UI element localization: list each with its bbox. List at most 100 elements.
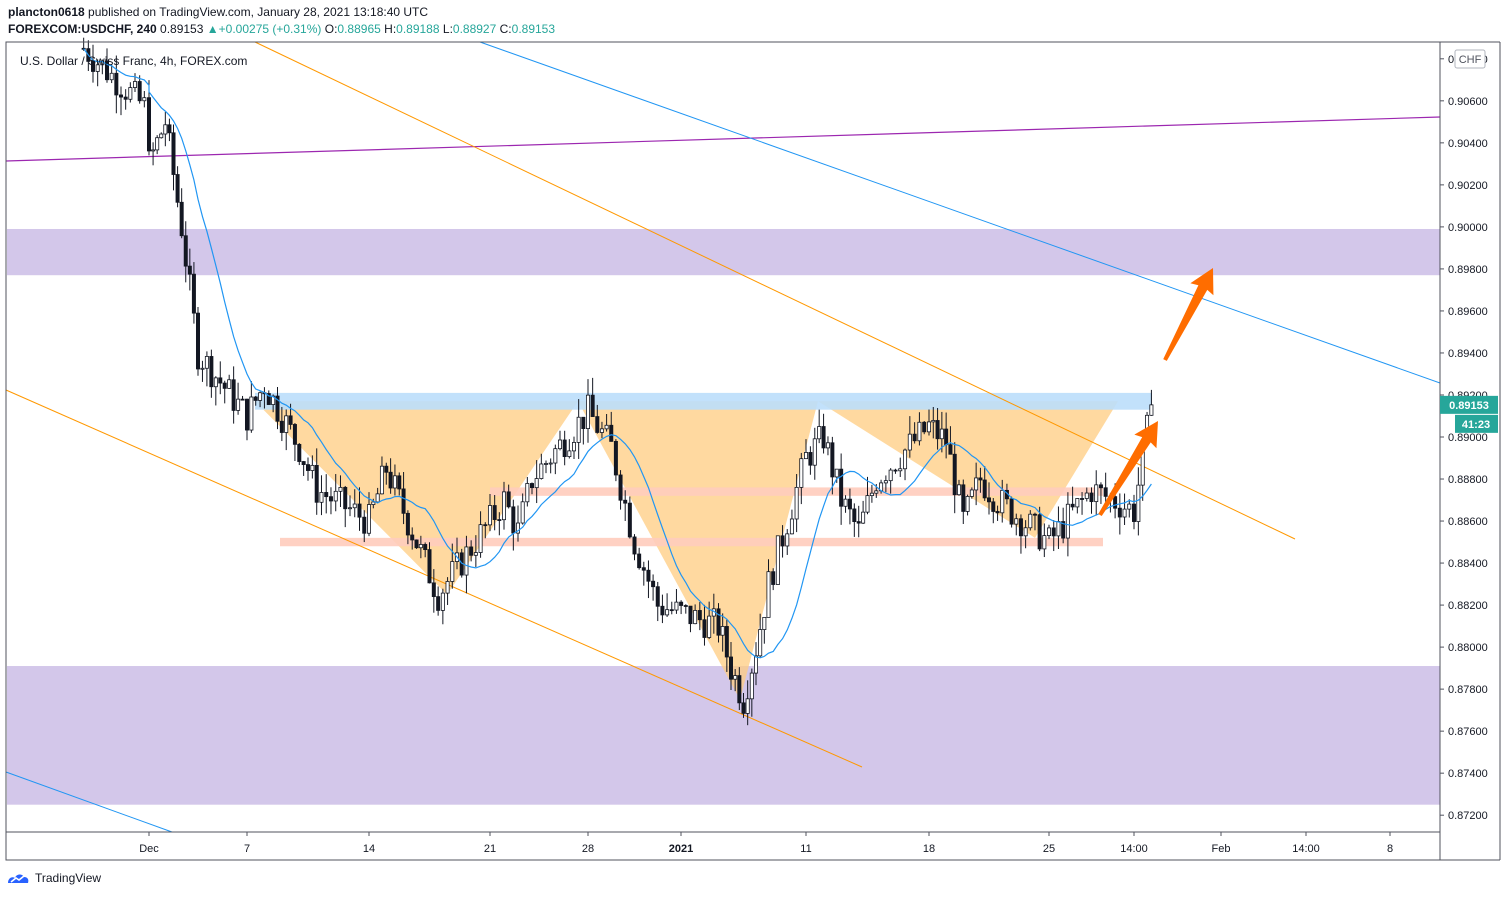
time-tick-label: 25: [1043, 843, 1055, 855]
candle: [1080, 492, 1085, 515]
candle: [771, 568, 776, 591]
candle: [445, 577, 450, 605]
time-tick-label: 18: [923, 843, 935, 855]
candle: [520, 493, 525, 525]
candle-body: [137, 81, 142, 102]
candle: [618, 470, 623, 510]
candle-body: [595, 416, 600, 433]
candle: [1032, 512, 1037, 531]
candle-body: [1113, 496, 1118, 509]
candle-body: [888, 469, 893, 482]
candle-body: [401, 488, 406, 514]
candle-body: [825, 442, 830, 449]
candle-body: [445, 581, 450, 594]
candle-body: [553, 448, 558, 464]
candle: [974, 462, 979, 506]
candle: [142, 91, 147, 108]
candle-body: [935, 420, 940, 440]
arrow-shape: [1163, 267, 1214, 361]
candle: [697, 602, 702, 631]
candle: [599, 421, 604, 439]
candle: [922, 421, 927, 435]
candle-body: [674, 601, 679, 611]
candle-body: [613, 441, 618, 476]
candle: [343, 485, 348, 528]
candle-body: [679, 601, 684, 606]
footer-brand[interactable]: TradingView: [6, 871, 101, 885]
arrow-shape: [1098, 420, 1159, 517]
candle-body: [414, 539, 419, 549]
candle: [204, 351, 209, 387]
candle-body: [651, 580, 656, 588]
candle: [483, 522, 488, 539]
candle-body: [301, 461, 306, 465]
candle: [227, 374, 232, 389]
candle-body: [1061, 521, 1066, 539]
candle: [604, 414, 609, 432]
candle-body: [222, 382, 227, 389]
arrows-layer: [1098, 267, 1214, 517]
candle: [418, 535, 423, 559]
candle-body: [948, 444, 953, 455]
candle: [1122, 493, 1127, 525]
candle-body: [623, 499, 628, 504]
candle: [366, 492, 371, 537]
candle-body: [506, 491, 511, 508]
candle: [785, 529, 790, 555]
candle-body: [869, 492, 874, 497]
candle: [651, 574, 656, 601]
candle-body: [258, 392, 263, 401]
candle: [912, 422, 917, 444]
candle: [105, 48, 110, 83]
candle: [804, 439, 809, 460]
candle-body: [1070, 503, 1075, 508]
candle-body: [213, 377, 218, 388]
candle-body: [693, 610, 698, 625]
candle: [244, 398, 249, 441]
candle: [179, 188, 184, 239]
candle-body: [716, 608, 721, 636]
symbol-interval[interactable]: FOREXCOM:USDCHF, 240: [8, 22, 157, 36]
candle: [576, 399, 581, 459]
candle: [632, 534, 637, 561]
candle: [249, 381, 254, 433]
candle: [562, 430, 567, 466]
candle-body: [1080, 498, 1085, 500]
candle-body: [683, 605, 688, 607]
series-description: U.S. Dollar / Swiss Franc, 4h, FOREX.com: [20, 54, 247, 68]
candle-body: [427, 549, 432, 584]
pattern-layer: [255, 392, 1152, 700]
candle-body: [191, 273, 196, 314]
time-tick-label: 7: [244, 843, 250, 855]
candle-body: [501, 491, 506, 521]
candle: [1000, 479, 1005, 523]
candle-body: [347, 507, 352, 510]
candle: [405, 510, 410, 545]
candle-body: [665, 609, 670, 616]
candle-body: [163, 124, 168, 135]
candle: [218, 361, 223, 395]
candle-body: [310, 464, 315, 471]
candle: [799, 452, 804, 505]
candle-body: [155, 137, 160, 151]
candle: [995, 505, 1000, 521]
candle-body: [297, 443, 302, 462]
candle-body: [279, 420, 284, 433]
candle-body: [1047, 527, 1052, 536]
candle-body: [1042, 535, 1047, 550]
candle-body: [530, 483, 535, 489]
candle: [720, 613, 725, 652]
candle: [222, 380, 227, 404]
candle: [95, 59, 100, 87]
candle-body: [384, 465, 389, 473]
candle: [674, 589, 679, 614]
candle-body: [187, 265, 192, 275]
candle-body: [741, 702, 746, 714]
candle-body: [1037, 514, 1042, 550]
candle: [410, 527, 415, 550]
candle-body: [883, 480, 888, 484]
countdown-label: 41:23: [1462, 419, 1490, 431]
candle: [581, 416, 586, 445]
candle-body: [240, 398, 245, 401]
